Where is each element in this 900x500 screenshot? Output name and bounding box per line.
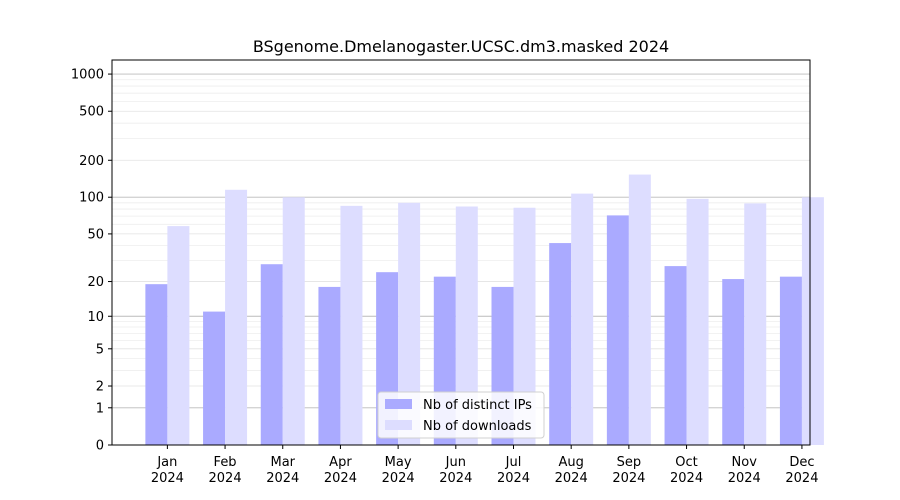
- x-tick-label-year: 2024: [728, 471, 761, 486]
- x-tick-label-year: 2024: [266, 471, 299, 486]
- x-tick-label-month: Sep: [617, 455, 642, 470]
- bar-downloads: [744, 203, 767, 445]
- legend-swatch: [385, 399, 412, 409]
- y-tick-label: 500: [79, 105, 104, 120]
- bar-distinct-ips: [260, 264, 283, 445]
- bar-downloads: [801, 197, 824, 445]
- x-tick-label-month: Apr: [329, 455, 352, 470]
- bar-distinct-ips: [203, 311, 226, 445]
- x-tick-label-month: Oct: [675, 455, 697, 470]
- bar-downloads: [225, 189, 248, 445]
- y-tick-label: 0: [96, 439, 104, 454]
- x-tick-label-year: 2024: [382, 471, 415, 486]
- x-tick-label-month: Jan: [156, 455, 177, 470]
- bar-downloads: [513, 207, 536, 445]
- y-tick-label: 20: [87, 275, 104, 290]
- y-tick-label: 10: [87, 310, 104, 325]
- bar-downloads: [167, 226, 190, 445]
- x-tick-label-month: Aug: [558, 455, 583, 470]
- x-tick-label-year: 2024: [670, 471, 703, 486]
- bar-distinct-ips: [722, 279, 745, 445]
- x-tick-label-year: 2024: [209, 471, 242, 486]
- chart-title: BSgenome.Dmelanogaster.UCSC.dm3.masked 2…: [253, 37, 669, 56]
- x-tick-label-month: Mar: [270, 455, 295, 470]
- x-tick-label-month: Jul: [505, 455, 522, 470]
- x-tick-label-year: 2024: [785, 471, 818, 486]
- x-tick-label-year: 2024: [555, 471, 588, 486]
- bar-distinct-ips: [664, 266, 687, 445]
- bar-downloads: [628, 174, 651, 446]
- legend-box: [377, 391, 545, 439]
- bar-distinct-ips: [606, 215, 629, 445]
- y-tick-label: 200: [79, 154, 104, 169]
- bar-distinct-ips: [318, 286, 341, 445]
- bar-downloads: [571, 193, 594, 445]
- y-tick-label: 100: [79, 191, 104, 206]
- y-tick-label: 2: [96, 380, 104, 395]
- x-tick-label-month: May: [385, 455, 412, 470]
- legend: Nb of distinct IPs Nb of downloads: [377, 391, 545, 439]
- x-tick-label-year: 2024: [151, 471, 184, 486]
- y-tick-label: 5: [96, 342, 104, 357]
- legend-swatch: [385, 420, 412, 430]
- plot-frame: [111, 59, 811, 446]
- bar-downloads: [455, 206, 478, 445]
- bar-downloads: [398, 202, 421, 445]
- bar-downloads: [340, 205, 363, 445]
- x-tick-label-month: Feb: [214, 455, 237, 470]
- bar-distinct-ips: [779, 276, 802, 445]
- legend-label: Nb of downloads: [423, 419, 532, 434]
- x-tick-label-year: 2024: [497, 471, 530, 486]
- y-axis: 0 1 2 5 10 20 50 100 200 500 1000: [71, 68, 112, 454]
- x-tick-label-month: Jun: [445, 455, 466, 470]
- y-tick-label: 1: [96, 401, 104, 416]
- bar-distinct-ips: [145, 284, 168, 445]
- x-tick-label-year: 2024: [612, 471, 645, 486]
- x-axis: Jan2024Feb2024Mar2024Apr2024May2024Jun20…: [151, 445, 818, 486]
- x-tick-label-month: Dec: [789, 455, 814, 470]
- bar-distinct-ips: [549, 243, 572, 445]
- y-tick-label: 1000: [71, 68, 104, 83]
- legend-label: Nb of distinct IPs: [423, 398, 532, 413]
- y-tick-label: 50: [87, 227, 104, 242]
- x-tick-label-year: 2024: [439, 471, 472, 486]
- x-tick-label-month: Nov: [732, 455, 758, 470]
- bar-downloads: [282, 197, 305, 445]
- x-tick-label-year: 2024: [324, 471, 357, 486]
- bar-downloads: [686, 198, 709, 445]
